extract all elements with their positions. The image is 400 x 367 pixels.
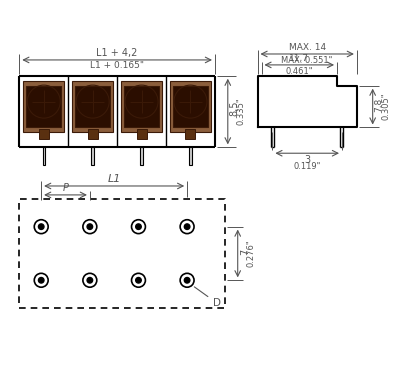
Circle shape (87, 277, 93, 283)
Text: D: D (194, 287, 221, 308)
Text: 0.119": 0.119" (294, 162, 321, 171)
Circle shape (184, 277, 190, 283)
Text: L1: L1 (108, 174, 121, 184)
Bar (42, 147, 45, 165)
Circle shape (136, 277, 141, 283)
Bar (92, 147, 94, 165)
Bar (23, 81, 64, 132)
Circle shape (136, 224, 141, 229)
Bar (186, 130, 196, 139)
Text: L1 + 4,2: L1 + 4,2 (96, 48, 138, 58)
Text: MAX. 14: MAX. 14 (289, 43, 326, 52)
Text: MAX. 0.551": MAX. 0.551" (282, 56, 333, 65)
Bar (39, 130, 49, 139)
Circle shape (87, 224, 93, 229)
Text: 0.276": 0.276" (247, 240, 256, 267)
Text: 11,7: 11,7 (289, 54, 309, 63)
Bar (75, 86, 110, 127)
Text: 7,8: 7,8 (375, 98, 384, 112)
Bar (72, 81, 113, 132)
Circle shape (38, 277, 44, 283)
Bar (173, 86, 208, 127)
Text: 8,5: 8,5 (230, 101, 240, 116)
Bar (124, 86, 159, 127)
Bar (121, 81, 162, 132)
Bar (137, 130, 146, 139)
Text: 0.305": 0.305" (382, 93, 391, 120)
Bar (140, 147, 143, 165)
Bar (189, 147, 192, 165)
Text: L1 + 0.165": L1 + 0.165" (90, 61, 144, 70)
Text: 0.335": 0.335" (237, 98, 246, 126)
Text: 7: 7 (240, 248, 250, 255)
Circle shape (184, 224, 190, 229)
Text: P: P (62, 183, 68, 193)
Bar (26, 86, 61, 127)
Bar (88, 130, 98, 139)
Bar (170, 81, 211, 132)
Text: 0.461": 0.461" (286, 67, 313, 76)
Text: 3: 3 (304, 155, 310, 165)
Circle shape (38, 224, 44, 229)
